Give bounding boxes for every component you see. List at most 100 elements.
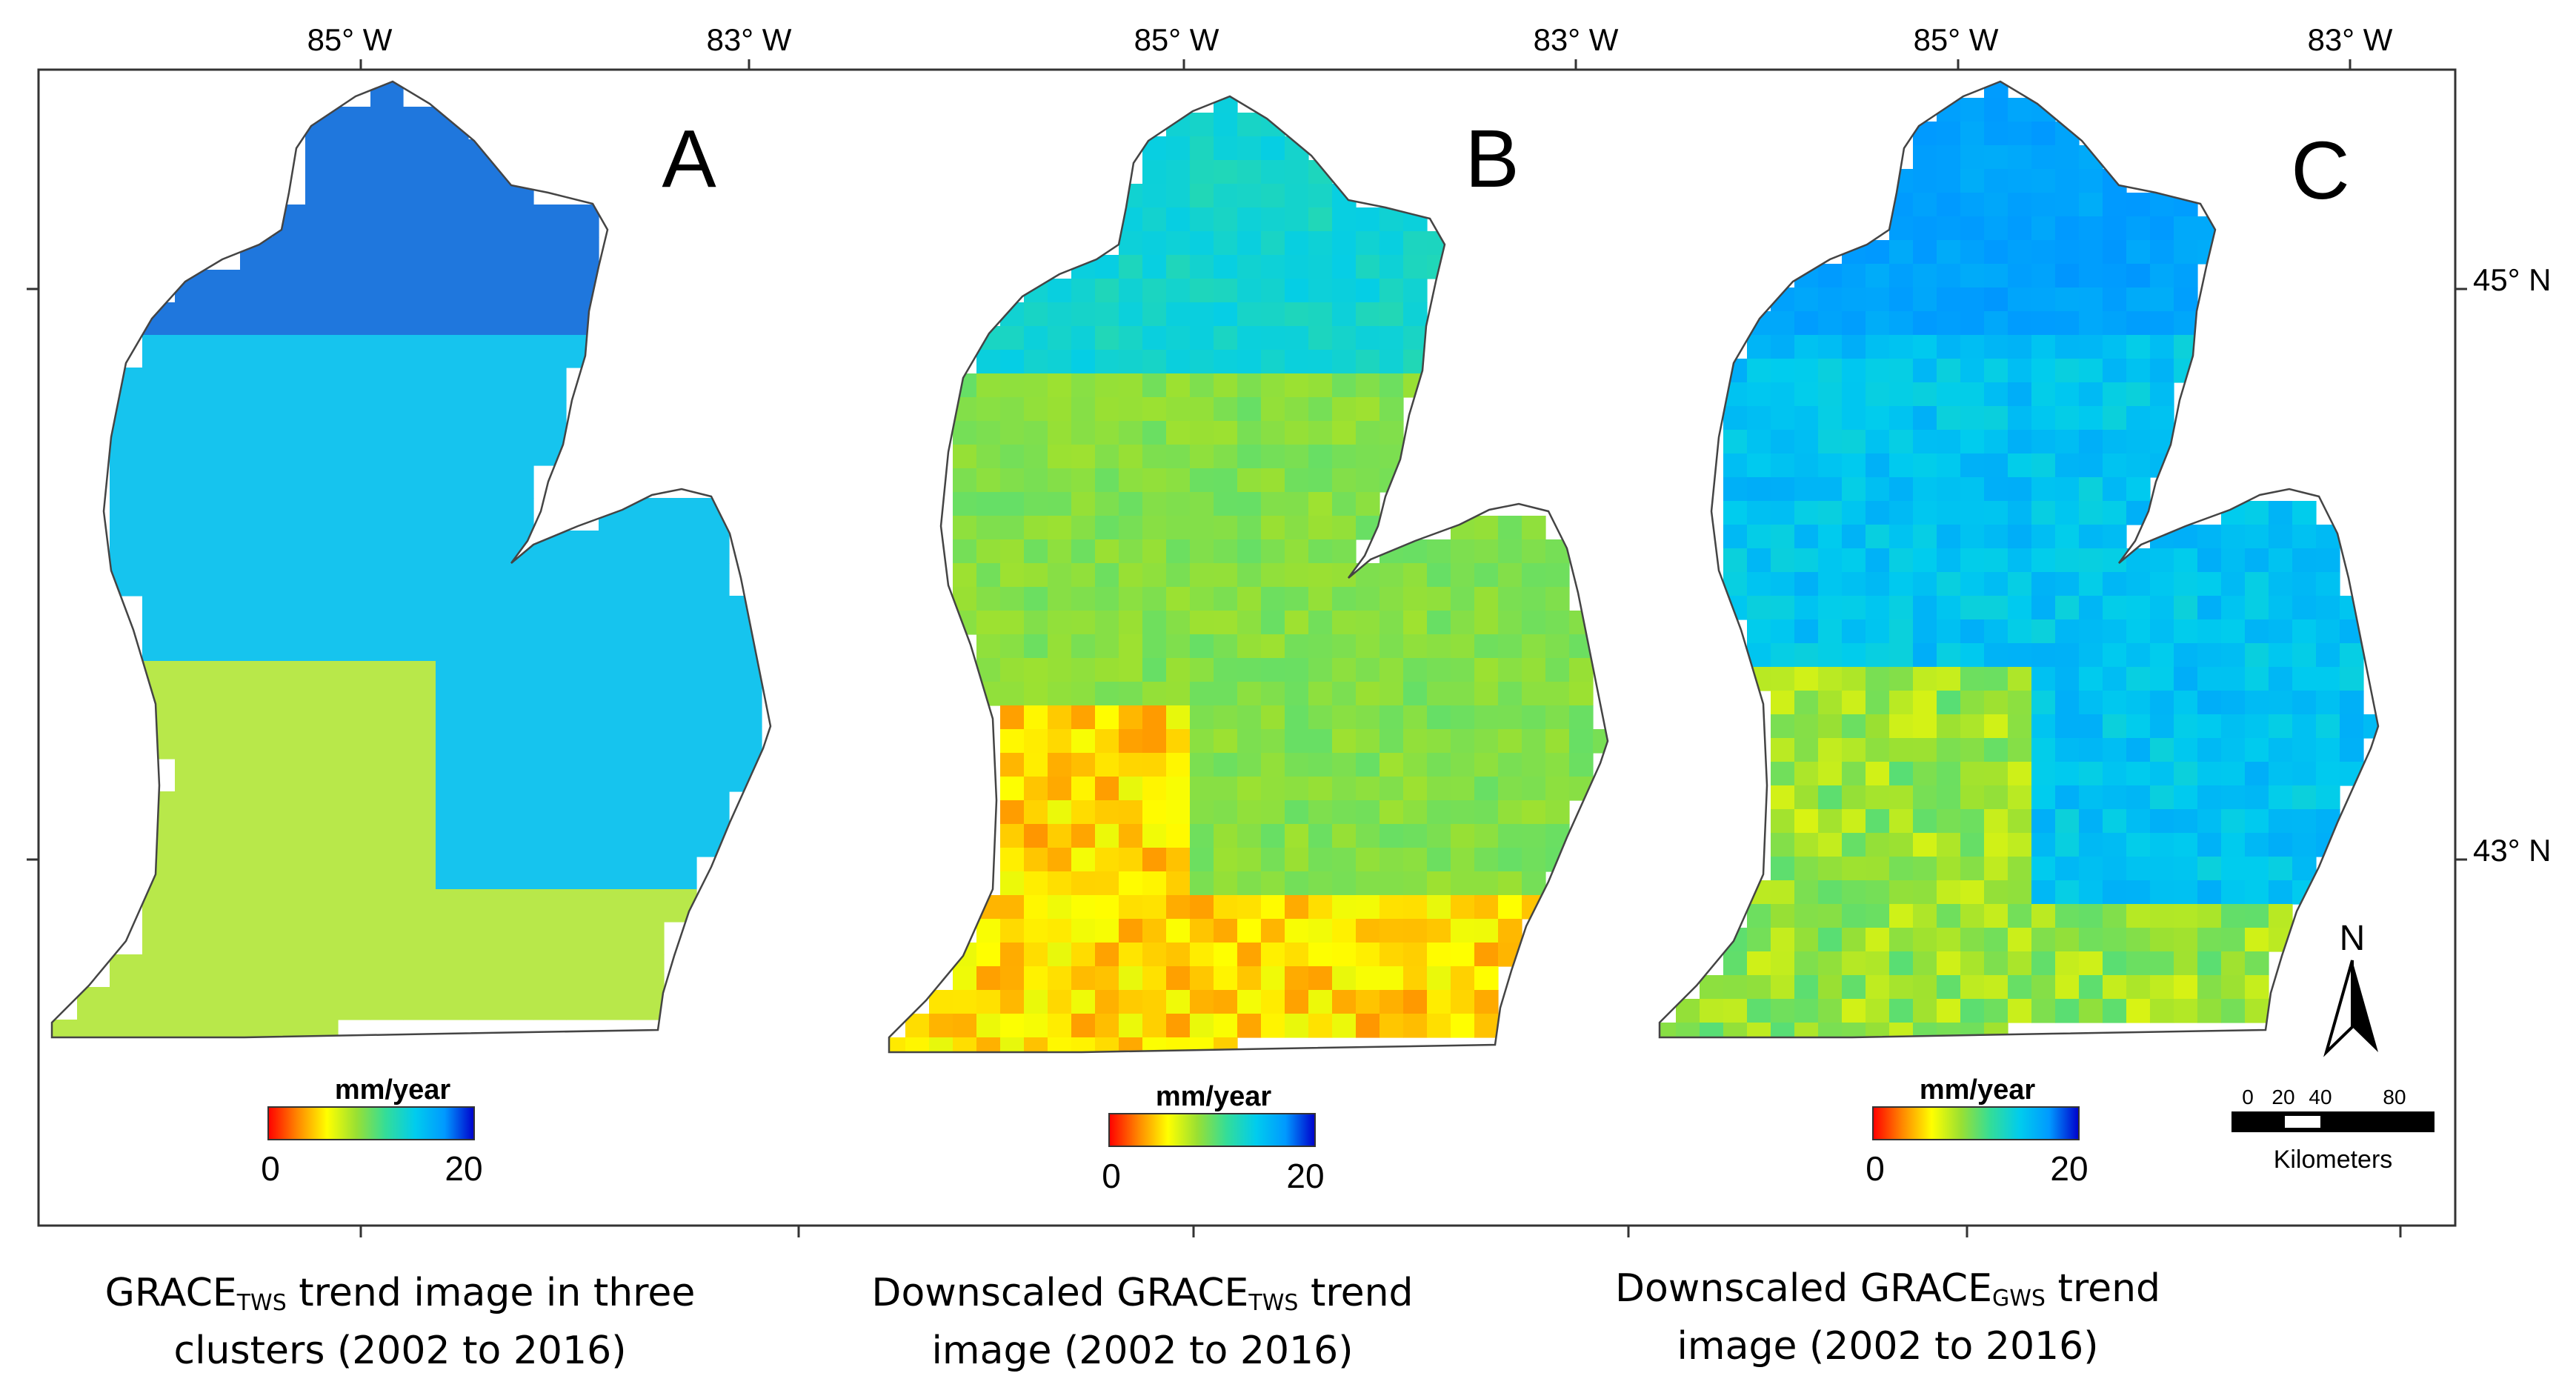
map-cell <box>1119 1037 1143 1052</box>
map-cell <box>1237 871 1262 896</box>
map-cell <box>1498 800 1522 825</box>
map-cell <box>1818 430 1843 454</box>
map-cell <box>2079 264 2103 288</box>
map-cell <box>1237 302 1262 327</box>
map-cell <box>2292 643 2317 668</box>
map-cell <box>2221 691 2246 715</box>
map-cell <box>175 498 208 531</box>
map-cell <box>1913 525 1937 549</box>
map-cell <box>1332 445 1357 469</box>
map-cell <box>1842 951 1866 976</box>
map-cell <box>273 433 306 466</box>
map-cell <box>1000 563 1025 588</box>
map-cell <box>1913 619 1937 644</box>
map-cell <box>1522 871 1546 896</box>
map-cell <box>1071 919 1096 943</box>
map-cell <box>110 498 143 531</box>
map-cell <box>1285 943 1309 967</box>
map-cell <box>2055 287 2080 312</box>
map-cell <box>1960 999 1985 1023</box>
map-cell <box>1308 966 1333 991</box>
map-cell <box>1379 587 1404 611</box>
map-cell <box>1474 563 1499 588</box>
map-cell <box>2055 596 2080 620</box>
map-cell <box>1237 468 1262 493</box>
map-cell <box>1071 539 1096 564</box>
map-cell <box>2221 667 2246 691</box>
map-cell <box>1866 999 1890 1023</box>
map-cell <box>2126 477 2151 502</box>
map-cell <box>305 237 339 270</box>
map-cell <box>2174 667 2198 691</box>
map-cell <box>1214 231 1238 256</box>
map-cell <box>273 368 306 401</box>
map-cell <box>1332 753 1357 777</box>
map-cell <box>338 302 371 336</box>
map-cell <box>2055 169 2080 193</box>
map-cell <box>2245 785 2269 810</box>
map-cell <box>1214 919 1238 943</box>
map-cell <box>599 759 632 792</box>
map-cell <box>1451 800 1475 825</box>
map-cell <box>2150 951 2174 976</box>
map-cell <box>1024 943 1048 967</box>
map-cell <box>1000 966 1025 991</box>
caption-a: GRACETWS trend image in three clusters (… <box>104 1271 696 1373</box>
side-axes: 45° N 43° N <box>27 262 2552 868</box>
map-cell <box>1000 682 1025 706</box>
map-cell <box>2316 785 2340 810</box>
map-cell <box>976 990 1001 1014</box>
map-cell <box>1119 919 1143 943</box>
map-cell <box>338 759 371 792</box>
map-cell <box>1960 619 1985 644</box>
map-cell <box>1142 848 1167 872</box>
map-cell <box>1771 382 1795 407</box>
map-cell <box>1866 382 1890 407</box>
map-cell <box>403 759 436 792</box>
map-cell <box>1889 785 1914 810</box>
map-cell <box>1308 611 1333 635</box>
map-cell <box>1913 857 1937 881</box>
map-cell <box>1771 501 1795 525</box>
map-cell <box>1237 705 1262 730</box>
map-cell <box>2221 548 2246 573</box>
map-cell <box>2103 453 2127 478</box>
map-cell <box>2269 714 2293 739</box>
map-cell <box>1474 777 1499 801</box>
map-cell <box>468 368 502 401</box>
map-cell <box>1771 335 1795 359</box>
map-cell <box>207 400 241 433</box>
map-cell <box>2079 311 2103 336</box>
map-cell <box>501 237 534 270</box>
map-cell <box>1119 492 1143 516</box>
map-cell <box>1403 302 1428 327</box>
map-cell <box>1261 611 1285 635</box>
map-cell <box>1794 596 1819 620</box>
map-cell <box>1842 359 1866 383</box>
map-cell <box>1747 572 1771 596</box>
map-cell <box>2316 596 2340 620</box>
map-cell <box>240 400 273 433</box>
map-cell <box>1866 453 1890 478</box>
map-cell <box>1889 809 1914 834</box>
map-cell <box>1000 1014 1025 1038</box>
map-cell <box>1214 397 1238 422</box>
map-cell <box>1960 382 1985 407</box>
map-cell <box>1818 287 1843 312</box>
map-cell <box>1474 729 1499 754</box>
map-cell <box>305 139 339 173</box>
map-cell <box>2079 809 2103 834</box>
map-cell <box>1048 634 1072 659</box>
map-cell <box>468 726 502 760</box>
map-cell <box>1166 563 1191 588</box>
map-cell <box>1166 397 1191 422</box>
map-cell <box>1794 857 1819 881</box>
map-cell <box>2055 193 2080 217</box>
map-cell <box>1142 302 1167 327</box>
map-cell <box>1166 682 1191 706</box>
map-cell <box>1166 136 1191 161</box>
map-cell <box>1024 373 1048 398</box>
map-cell <box>566 661 599 694</box>
map-cell <box>1984 335 2008 359</box>
map-cell <box>1474 658 1499 682</box>
